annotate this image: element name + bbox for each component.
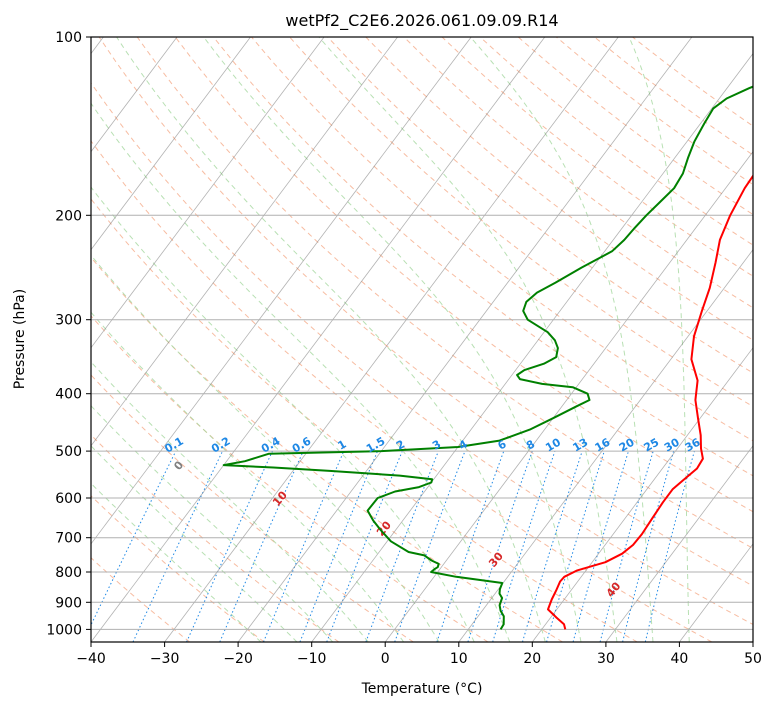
isotherm-line [458,249,753,642]
moist-adiabat-line [91,254,440,642]
mixing-ratio-line [599,450,654,642]
x-axis-ticks: −40 −30 −20 −10 0 10 20 30 40 50 [76,642,762,667]
mixing-ratio-line [186,450,273,642]
x-tick-label: 0 [381,651,390,667]
dry-adiabat-line [136,37,753,549]
dry-adiabat-line [213,37,753,477]
x-tick-label: 50 [744,651,762,667]
moist-adiabat-line [91,482,262,642]
mixing-ratio-line [326,450,403,642]
x-tick-label: 40 [670,651,688,667]
mixing-ratio-line [572,450,629,642]
y-tick-label: 800 [55,565,82,581]
y-tick-label: 600 [55,491,82,507]
x-tick-label: −30 [150,651,180,667]
dewpoint-line [222,85,753,630]
moist-adiabat-line [91,405,334,642]
isobars [91,37,753,630]
isotherm-line [311,52,753,642]
isotherm-line [164,37,619,642]
dry-adiabat-line [174,37,753,513]
moist-adiabat-line [91,186,475,642]
isotherm-line [91,37,472,545]
moist-adiabat-line [318,37,618,642]
mixing-ratio-line [219,450,304,642]
dry-adiabat-line [91,198,638,642]
isotherm-line [531,347,753,642]
y-tick-label: 1000 [46,622,82,638]
dry-adiabat-line [91,557,191,642]
dry-adiabat-line [91,374,414,642]
moist-adiabat-line [91,102,511,642]
moist-adiabat-line [470,37,654,642]
dry-adiabat-line [289,37,753,408]
sounding-traces [222,85,753,630]
isotherm-line [91,37,546,642]
dry-adiabat-line [91,256,563,642]
mixing-ratio-line [492,450,556,642]
mixing-ratio-line [622,450,675,642]
y-tick-label: 300 [55,313,82,329]
dry-adiabat-line [91,82,753,625]
isotherm-line [605,445,753,642]
y-tick-label: 700 [55,531,82,547]
moist-adiabat-line [628,37,690,642]
y-tick-label: 500 [55,444,82,460]
isotherm-line [91,37,178,153]
isotherm-line [91,37,325,349]
isotherms [91,37,753,642]
dry-adiabats [91,37,753,642]
x-tick-label: 10 [450,651,468,667]
mixing-ratio-line [263,450,345,642]
mixing-ratio-line [546,450,605,642]
x-tick-label: 20 [523,651,541,667]
mixing-ratio-line [365,450,439,642]
mixing-ratio-line [467,450,533,642]
isotherm-line [384,150,753,642]
moist-adiabat-line [203,37,582,642]
temperature-line [547,174,753,630]
y-tick-label: 400 [55,387,82,403]
y-axis-ticks: 100 200 300 400 500 600 700 800 900 1000 [46,30,91,638]
mixing-ratio-line [91,450,177,627]
moist-adiabat-line [116,37,546,642]
moist-adiabat-line [91,361,369,642]
plot-frame [90,36,754,643]
moist-adiabat-line [91,445,298,642]
y-axis-label: Pressure (hPa) [12,289,28,389]
x-tick-label: −20 [223,651,253,667]
x-axis-label: Temperature (°C) [361,681,483,697]
x-tick-label: 30 [597,651,615,667]
mixing-ratio-line [436,450,505,642]
isotherm-line [91,37,398,447]
y-tick-label: 900 [55,595,82,611]
isotherm-line [91,37,251,251]
moist-adiabats [91,37,690,642]
chart-title: wetPf2_C2E6.2026.061.09.09.R14 [285,11,558,31]
moist-adiabat-line [91,311,405,642]
mixing-ratio-line [522,450,583,642]
dry-adiabat-line [327,37,753,374]
x-tick-label: −10 [297,651,327,667]
x-tick-label: −40 [76,651,106,667]
isotherm-line [237,37,693,642]
y-tick-label: 200 [55,208,82,224]
dry-adiabat-line [98,37,753,587]
y-tick-label: 100 [55,30,82,46]
mixing-ratio-line [299,450,378,642]
